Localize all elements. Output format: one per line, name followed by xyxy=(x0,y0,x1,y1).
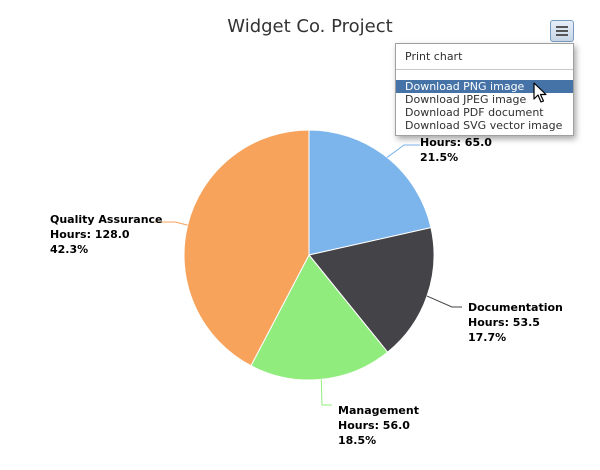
slice-connector-documentation xyxy=(426,295,462,308)
pie-slice-documentation[interactable] xyxy=(308,227,435,353)
slice-label-percent-quality-assurance: 42.3% xyxy=(50,243,88,256)
menu-separator xyxy=(396,69,573,70)
slice-connector-database-development xyxy=(386,144,420,158)
menu-item-download-pdf[interactable]: Download PDF document xyxy=(405,106,544,119)
slice-label-percent-documentation: 17.7% xyxy=(468,331,506,344)
pie-slice-database-development[interactable] xyxy=(308,129,432,256)
slice-label-percent-database-development: 21.5% xyxy=(420,151,458,164)
slice-connector-quality-assurance xyxy=(155,221,188,226)
hamburger-menu-icon-bar xyxy=(556,34,568,36)
chart-title: Widget Co. Project xyxy=(227,16,393,37)
export-context-menu: Print chart Download PNG image Download … xyxy=(395,43,574,136)
pie-slice-quality-assurance[interactable] xyxy=(183,129,310,367)
slice-label-value-management: Hours: 56.0 xyxy=(338,419,410,432)
slice-label-value-quality-assurance: Hours: 128.0 xyxy=(50,228,130,241)
slice-label-name-management: Management xyxy=(338,404,419,417)
chart-menu-button[interactable] xyxy=(550,20,574,42)
pie-slice-management[interactable] xyxy=(250,254,389,381)
menu-item-print-chart[interactable]: Print chart xyxy=(405,50,463,63)
slice-label-name-documentation: Documentation xyxy=(468,301,563,314)
menu-item-download-jpeg[interactable]: Download JPEG image xyxy=(405,93,527,106)
slice-label-value-documentation: Hours: 53.5 xyxy=(468,316,540,329)
slice-connector-management xyxy=(320,379,332,406)
menu-item-download-svg[interactable]: Download SVG vector image xyxy=(405,119,563,132)
mouse-pointer-icon xyxy=(533,82,547,103)
slice-label-percent-management: 18.5% xyxy=(338,434,376,447)
slice-label-value-database-development: Hours: 65.0 xyxy=(420,136,492,149)
hamburger-menu-icon xyxy=(556,26,568,28)
menu-item-download-png[interactable]: Download PNG image xyxy=(396,80,573,93)
hamburger-menu-icon-bar xyxy=(556,30,568,32)
slice-label-name-quality-assurance: Quality Assurance xyxy=(50,213,163,226)
